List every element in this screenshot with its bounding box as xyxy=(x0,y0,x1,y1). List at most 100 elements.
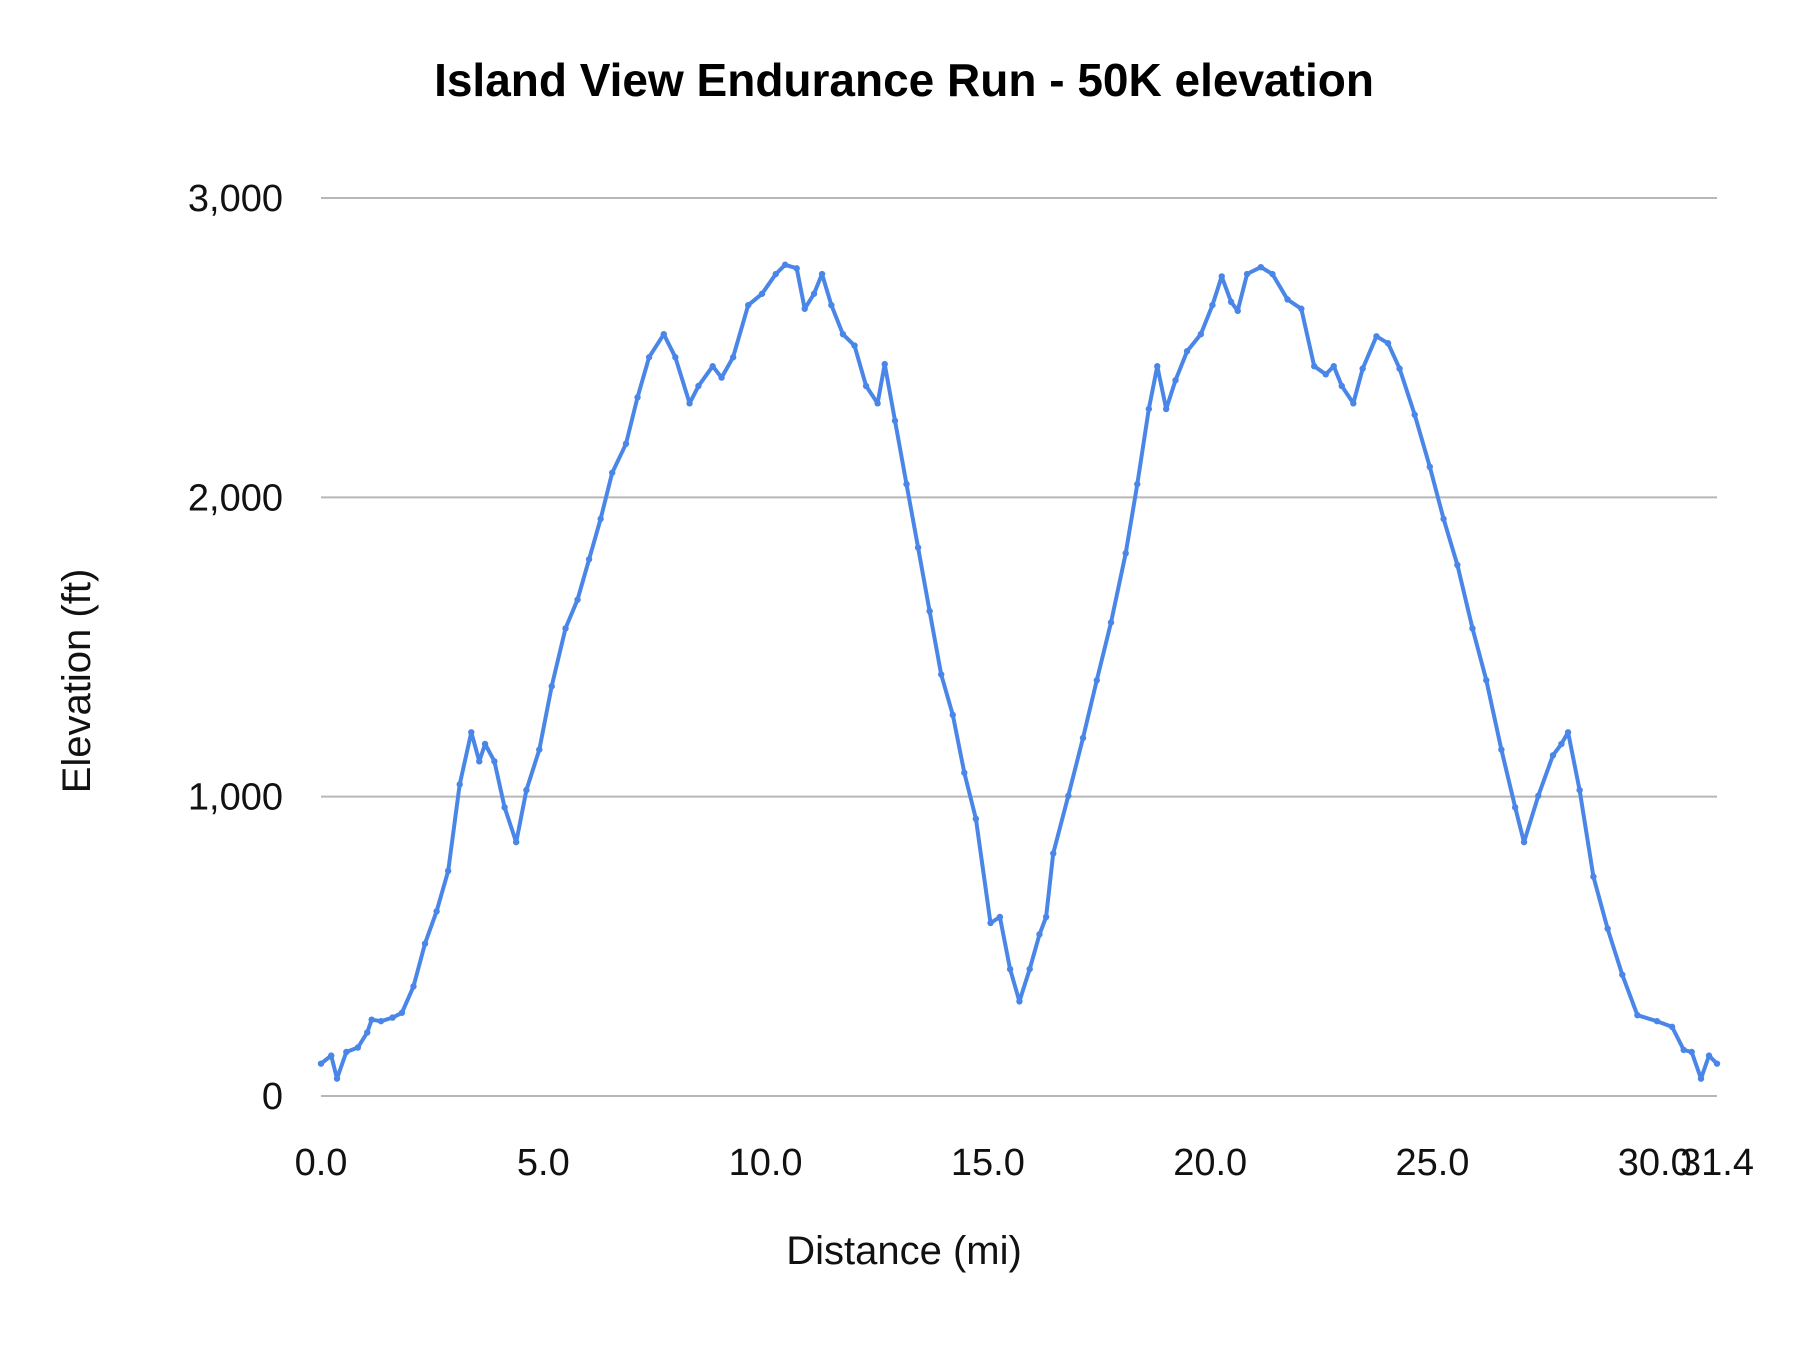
data-point xyxy=(1197,330,1205,338)
data-point xyxy=(1093,677,1101,684)
x-tick-label: 10.0 xyxy=(729,1142,803,1184)
data-point xyxy=(421,940,429,947)
data-point xyxy=(1396,365,1403,372)
data-point xyxy=(729,354,737,361)
data-point xyxy=(1209,301,1216,309)
data-point xyxy=(1330,363,1337,370)
data-point xyxy=(1498,746,1505,753)
data-point xyxy=(1006,965,1014,973)
data-point xyxy=(1227,298,1235,306)
data-point xyxy=(1558,740,1565,748)
x-tick-label: 15.0 xyxy=(951,1142,1025,1184)
data-point xyxy=(1145,405,1153,413)
data-point xyxy=(368,1016,375,1023)
data-point xyxy=(1373,333,1380,340)
data-point xyxy=(1134,480,1141,488)
data-point xyxy=(389,1014,396,1021)
data-point xyxy=(1634,1011,1641,1019)
x-tick-label: 20.0 xyxy=(1173,1142,1247,1184)
data-point xyxy=(1668,1023,1676,1031)
data-point xyxy=(1713,1060,1721,1067)
data-point xyxy=(874,400,881,407)
data-point xyxy=(1680,1046,1687,1054)
x-tick-label: 25.0 xyxy=(1395,1142,1469,1184)
data-point xyxy=(1653,1017,1661,1025)
data-point xyxy=(1257,263,1265,271)
data-point xyxy=(1483,677,1490,684)
data-point xyxy=(972,815,980,823)
data-point xyxy=(501,804,508,811)
data-point xyxy=(548,683,555,690)
data-point xyxy=(851,342,858,349)
data-point xyxy=(1298,305,1305,312)
data-point xyxy=(444,867,452,875)
data-point xyxy=(961,769,968,776)
data-point xyxy=(1050,850,1057,857)
data-point xyxy=(433,908,440,915)
data-point xyxy=(926,607,933,615)
x-tick-label: 30.0 xyxy=(1618,1142,1692,1184)
data-point xyxy=(903,480,910,488)
data-point xyxy=(456,781,463,788)
data-point xyxy=(695,382,702,390)
data-point xyxy=(398,1009,406,1016)
data-point xyxy=(1520,838,1528,846)
gridlines xyxy=(321,197,1717,1097)
data-point xyxy=(937,671,945,678)
data-point xyxy=(1311,363,1318,370)
data-point xyxy=(1016,998,1023,1005)
data-point xyxy=(672,354,679,361)
data-point xyxy=(686,400,693,407)
data-point xyxy=(317,1060,325,1067)
data-point xyxy=(1234,307,1241,315)
data-point xyxy=(1107,619,1115,626)
data-point xyxy=(377,1017,385,1025)
data-point xyxy=(333,1075,341,1082)
data-point xyxy=(1384,339,1392,347)
data-point xyxy=(328,1052,335,1059)
data-point xyxy=(891,417,899,424)
data-point xyxy=(781,261,789,268)
data-point xyxy=(491,758,498,765)
data-point xyxy=(1042,913,1050,921)
data-point xyxy=(1426,463,1433,471)
chart-title: Island View Endurance Run - 50K elevatio… xyxy=(434,54,1374,106)
data-point xyxy=(1604,925,1611,932)
y-tick-label: 1,000 xyxy=(188,777,283,819)
data-point xyxy=(609,469,616,476)
data-point xyxy=(810,290,818,297)
data-point xyxy=(1269,270,1276,278)
data-point xyxy=(343,1048,350,1056)
data-point xyxy=(1688,1048,1695,1056)
data-point xyxy=(1564,729,1572,736)
data-point xyxy=(996,913,1004,921)
data-point xyxy=(1454,561,1461,569)
data-point xyxy=(1338,382,1345,390)
y-axis-label: Elevation (ft) xyxy=(55,569,99,794)
data-point xyxy=(1079,734,1087,742)
data-point xyxy=(476,758,483,765)
data-point xyxy=(1576,786,1583,794)
data-point xyxy=(1026,965,1033,973)
data-point xyxy=(1619,971,1626,978)
data-point xyxy=(718,374,725,381)
x-axis-label: Distance (mi) xyxy=(786,1229,1022,1273)
data-point xyxy=(862,382,870,390)
data-point xyxy=(801,305,808,312)
data-point xyxy=(1469,625,1476,632)
data-point xyxy=(1705,1052,1713,1059)
data-point xyxy=(987,919,994,927)
data-point xyxy=(818,270,826,278)
data-point xyxy=(468,729,475,736)
data-point xyxy=(634,394,641,401)
data-point xyxy=(1218,273,1225,280)
data-point xyxy=(1154,363,1161,370)
data-point xyxy=(1183,348,1191,355)
y-tick-label: 3,000 xyxy=(188,178,283,220)
y-tick-label: 2,000 xyxy=(188,477,283,519)
series-elevation xyxy=(317,261,1721,1082)
data-point xyxy=(949,711,956,719)
data-point xyxy=(1350,400,1357,407)
x-tick-label: 5.0 xyxy=(517,1142,570,1184)
